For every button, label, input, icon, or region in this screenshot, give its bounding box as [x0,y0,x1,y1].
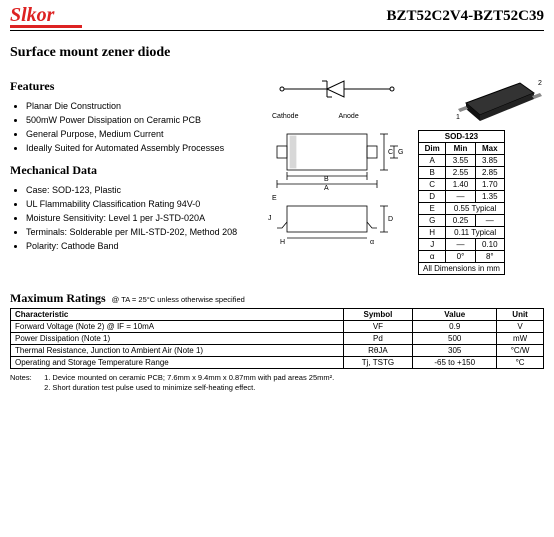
dim-a-label: α [370,239,374,246]
dim-E-label: E [272,195,277,202]
table-cell: mW [497,333,544,345]
table-cell: 1.35 [475,191,504,203]
dim-J-label: J [268,215,272,222]
table-cell: RθJA [343,345,413,357]
table-cell: Forward Voltage (Note 2) @ IF = 10mA [11,321,344,333]
table-cell: 305 [413,345,497,357]
table-cell: α [419,251,446,263]
list-item: Case: SOD-123, Plastic [26,184,250,197]
table-cell: A [419,155,446,167]
maxratings-table: Characteristic Symbol Value Unit Forward… [10,308,544,369]
left-column: Features Planar Die Construction 500mW P… [10,71,250,275]
list-item: UL Flammability Classification Rating 94… [26,198,250,211]
maxratings-condition: @ TA = 25°C unless otherwise specified [112,295,245,304]
mechanical-heading: Mechanical Data [10,163,250,178]
list-item: Terminals: Solderable per MIL-STD-202, M… [26,226,250,239]
list-item: Planar Die Construction [26,100,250,113]
list-item: Polarity: Cathode Band [26,240,250,253]
header: Slkor BZT52C2V4-BZT52C39 [10,4,544,31]
note-1: 1. Device mounted on ceramic PCB; 7.6mm … [44,373,334,383]
table-cell: 1.70 [475,179,504,191]
list-item: Moisture Sensitivity: Level 1 per J-STD-… [26,212,250,225]
note-2: 2. Short duration test pulse used to min… [44,383,334,393]
dim-H-label: H [280,239,285,246]
table-cell: 0.11 Typical [446,227,505,239]
ratetable-head-val: Value [413,309,497,321]
table-cell: 3.55 [446,155,475,167]
features-heading: Features [10,79,250,94]
table-cell: 2.85 [475,167,504,179]
pin2-label: 2 [538,80,542,87]
table-cell: VF [343,321,413,333]
table-cell: 3.85 [475,155,504,167]
mechanical-list: Case: SOD-123, Plastic UL Flammability C… [10,184,250,253]
table-cell: 0.55 Typical [446,203,505,215]
dimtable-footer: All Dimensions in mm [419,263,505,275]
table-cell: Operating and Storage Temperature Range [11,357,344,369]
dim-D-label: D [388,216,393,223]
table-cell: 0.9 [413,321,497,333]
table-cell: 0.10 [475,239,504,251]
table-cell: 8° [475,251,504,263]
page-title: Surface mount zener diode [10,45,544,61]
table-cell: V [497,321,544,333]
list-item: 500mW Power Dissipation on Ceramic PCB [26,114,250,127]
dimtable-head-dim: Dim [419,143,446,155]
logo-text: Slkor [10,4,82,27]
dimension-table: SOD-123 Dim Min Max A3.553.85B2.552.85C1… [418,130,505,275]
list-item: Ideally Suited for Automated Assembly Pr… [26,142,250,155]
dim-G-label: G [398,149,403,156]
table-cell: -65 to +150 [413,357,497,369]
dimtable-head-min: Min [446,143,475,155]
dim-C-label: C [388,149,393,156]
package-outline-diagram: B A C G E D H α J [262,126,412,256]
pin1-label: 1 [456,114,460,121]
table-cell: °C [497,357,544,369]
ratetable-head-char: Characteristic [11,309,344,321]
table-cell: H [419,227,446,239]
package-3d-icon: 1 2 [454,71,544,126]
table-cell: — [446,239,475,251]
table-cell: 2.55 [446,167,475,179]
notes-block: Notes: 1. Device mounted on ceramic PCB;… [10,373,544,393]
table-cell: D [419,191,446,203]
dimtable-title: SOD-123 [419,131,505,143]
part-number: BZT52C2V4-BZT52C39 [386,8,544,25]
right-column: Cathode Anode 1 2 [262,71,544,275]
cathode-label: Cathode [272,113,298,120]
table-cell: — [446,191,475,203]
table-cell: 0° [446,251,475,263]
table-cell: J [419,239,446,251]
table-cell: Power Dissipation (Note 1) [11,333,344,345]
table-cell: C [419,179,446,191]
ratetable-head-sym: Symbol [343,309,413,321]
anode-label: Anode [338,113,358,120]
table-cell: Pd [343,333,413,345]
list-item: General Purpose, Medium Current [26,128,250,141]
maxratings-heading: Maximum Ratings [10,291,106,306]
ratetable-head-unit: Unit [497,309,544,321]
table-cell: 0.25 [446,215,475,227]
table-cell: B [419,167,446,179]
notes-label: Notes: [10,373,42,383]
table-cell: 1.40 [446,179,475,191]
dim-B-label: B [324,176,329,183]
logo-block: Slkor [10,4,82,28]
table-cell: E [419,203,446,215]
table-cell: 500 [413,333,497,345]
table-cell: — [475,215,504,227]
dim-A-label: A [324,185,329,192]
table-cell: Thermal Resistance, Junction to Ambient … [11,345,344,357]
table-cell: Tj, TSTG [343,357,413,369]
features-list: Planar Die Construction 500mW Power Diss… [10,100,250,155]
dimtable-head-max: Max [475,143,504,155]
table-cell: G [419,215,446,227]
table-cell: °C/W [497,345,544,357]
zener-symbol-diagram [272,71,402,111]
